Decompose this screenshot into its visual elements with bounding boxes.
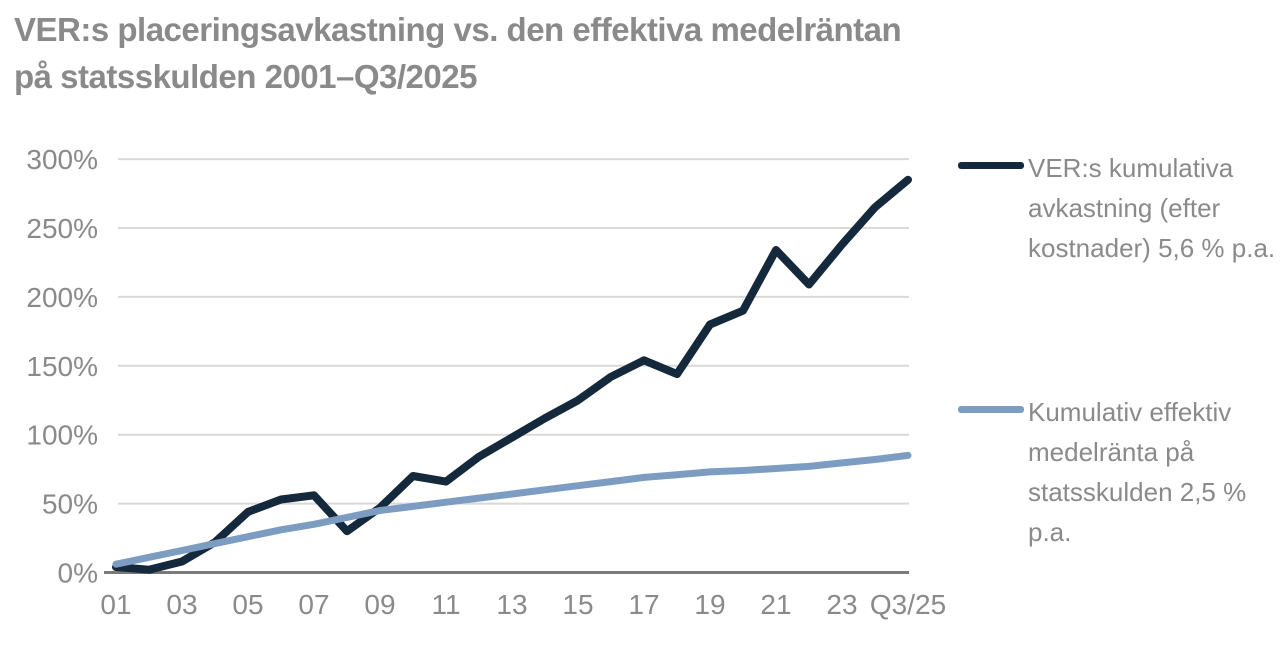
y-tick-label: 0% (58, 558, 98, 589)
x-tick-label: 23 (826, 589, 857, 620)
legend-swatch-ver-avkastning (958, 162, 1024, 169)
y-tick-label: 250% (26, 213, 98, 244)
legend-item-effektiv-medelranta: Kumulativ effektiv medelränta på statssk… (956, 392, 1256, 552)
legend-label-ver-avkastning: VER:s kumulativa avkastning (efter kostn… (1028, 153, 1276, 263)
x-tick-label: 19 (694, 589, 725, 620)
x-tick-label: 17 (628, 589, 659, 620)
x-tick-label: 21 (760, 589, 791, 620)
x-tick-label: 05 (232, 589, 263, 620)
x-tick-label: 11 (431, 589, 460, 620)
y-tick-label: 50% (42, 489, 98, 520)
chart-title: VER:s placeringsavkastning vs. den effek… (14, 6, 902, 100)
legend-item-ver-avkastning: VER:s kumulativa avkastning (efter kostn… (956, 148, 1275, 268)
chart-title-line1: VER:s placeringsavkastning vs. den effek… (14, 11, 902, 48)
legend-swatch-effektiv-medelranta (958, 406, 1024, 413)
series-line-effektiv-medelranta (112, 451, 912, 568)
y-tick-label: 300% (26, 144, 98, 175)
x-tick-label: 09 (364, 589, 395, 620)
x-tick-label: 03 (166, 589, 197, 620)
x-tick-label: Q3/25 (870, 589, 946, 620)
x-tick-label: 13 (496, 589, 527, 620)
chart-title-line2: på statsskulden 2001–Q3/2025 (14, 58, 477, 95)
series-line-ver-avkastning (112, 175, 912, 574)
y-tick-label: 150% (26, 351, 98, 382)
x-tick-label: 15 (562, 589, 593, 620)
y-tick-label: 200% (26, 282, 98, 313)
x-tick-label: 01 (100, 589, 131, 620)
y-tick-label: 100% (26, 420, 98, 451)
legend-label-effektiv-medelranta: Kumulativ effektiv medelränta på statssk… (1028, 397, 1247, 547)
x-tick-label: 07 (298, 589, 329, 620)
